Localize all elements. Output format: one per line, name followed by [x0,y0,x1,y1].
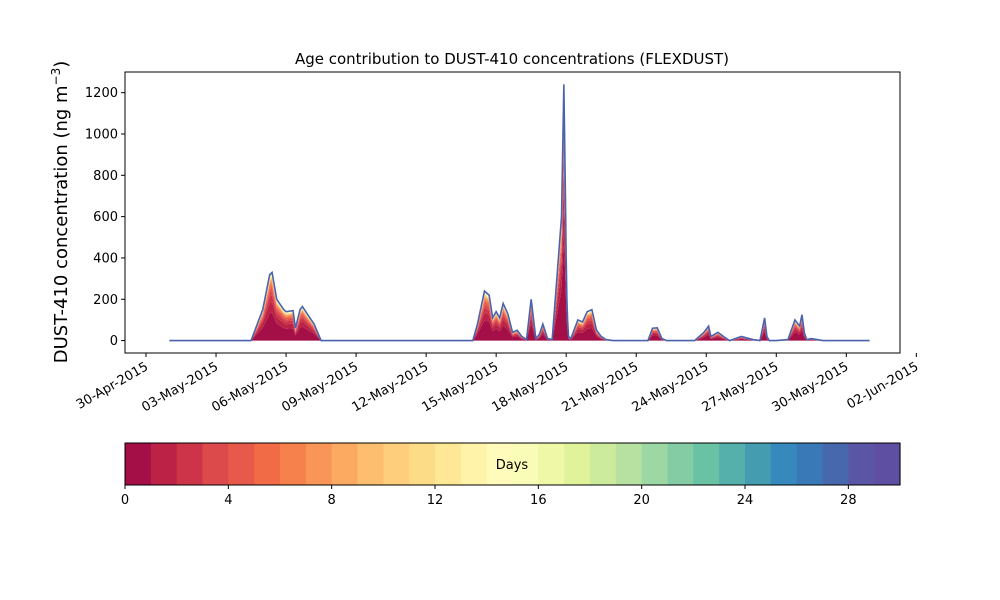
plot-frame [124,71,901,354]
colorbar-cell [460,443,488,485]
y-tick-label: 400 [93,251,118,266]
x-tick-label: 15-May-2015 [419,359,501,415]
colorbar-tick-label: 12 [427,493,444,508]
x-tick-label: 24-May-2015 [630,359,712,415]
plot-area [124,71,901,354]
x-tick-label: 27-May-2015 [700,359,782,415]
colorbar-cell [280,443,307,485]
y-tick-label: 1200 [85,86,118,101]
colorbar-cell [228,443,255,485]
colorbar-tick-label: 16 [530,493,547,508]
y-axis-label-superscript: −3 [49,68,63,86]
x-axis-ticks: 30-Apr-201503-May-201506-May-201509-May-… [74,353,921,415]
colorbar-cell [641,443,669,485]
total-concentration-line [169,84,870,342]
colorbar-cell [615,443,643,485]
x-tick-label: 30-May-2015 [770,359,852,415]
colorbar-tick-label: 4 [224,493,232,508]
colorbar-cell [822,443,849,485]
colorbar-cell [848,443,875,485]
colorbar-cell [874,443,901,485]
x-tick-label: 03-May-2015 [139,359,221,415]
y-axis-ticks: 0 200 400 600 800 1000 1200 [85,86,125,349]
x-tick-label: 18-May-2015 [490,359,572,415]
colorbar-cell [512,443,539,485]
y-axis-label: DUST-410 concentration (ng m−3) [49,61,72,364]
colorbar-ticks: 0 4 8 12 16 20 24 28 [121,485,857,508]
colorbar-tick-label: 8 [328,493,336,508]
y-tick-label: 0 [110,334,118,349]
x-tick-label: 02-Jun-2015 [845,359,922,412]
colorbar-cell [176,443,204,485]
colorbar-cell [796,443,824,485]
y-axis-label-close: ) [51,61,72,68]
colorbar-tick-label: 20 [633,493,650,508]
x-tick-label: 21-May-2015 [560,359,642,415]
x-tick-label: 09-May-2015 [279,359,361,415]
colorbar-tick-label: 28 [840,493,857,508]
colorbar-cell [693,443,720,485]
y-tick-label: 1000 [85,127,118,142]
colorbar-cell [305,443,333,485]
colorbar-cell [409,443,436,485]
y-tick-label: 600 [93,210,118,225]
x-tick-label: 12-May-2015 [349,359,431,415]
colorbar-cell [254,443,281,485]
colorbar-cell [435,443,462,485]
colorbar-cell [667,443,694,485]
y-axis-label-main: DUST-410 concentration (ng m [51,85,72,363]
colorbar-frame [124,442,901,486]
colorbar: Days 0 4 8 12 16 20 24 28 [121,442,901,508]
colorbar-cell [150,443,178,485]
colorbar-cell [383,443,410,485]
colorbar-label: Days [496,458,529,473]
y-tick-label: 200 [93,293,118,308]
colorbar-cell [719,443,746,485]
colorbar-cell [331,443,359,485]
colorbar-cell [564,443,591,485]
x-tick-label: 30-Apr-2015 [74,359,151,412]
colorbar-tick-label: 24 [737,493,754,508]
colorbar-cell [202,443,229,485]
colorbar-cell [590,443,617,485]
colorbar-cell [745,443,772,485]
x-tick-label: 06-May-2015 [209,359,291,415]
age-area-layers [169,84,870,341]
colorbar-cell [486,443,514,485]
colorbar-tick-label: 0 [121,493,129,508]
colorbar-cell [125,443,152,485]
chart-title: Age contribution to DUST-410 concentrati… [295,50,729,68]
y-tick-label: 800 [93,169,118,184]
colorbar-cell [538,443,565,485]
colorbar-cells [125,443,901,485]
colorbar-cell [770,443,798,485]
colorbar-cell [357,443,384,485]
